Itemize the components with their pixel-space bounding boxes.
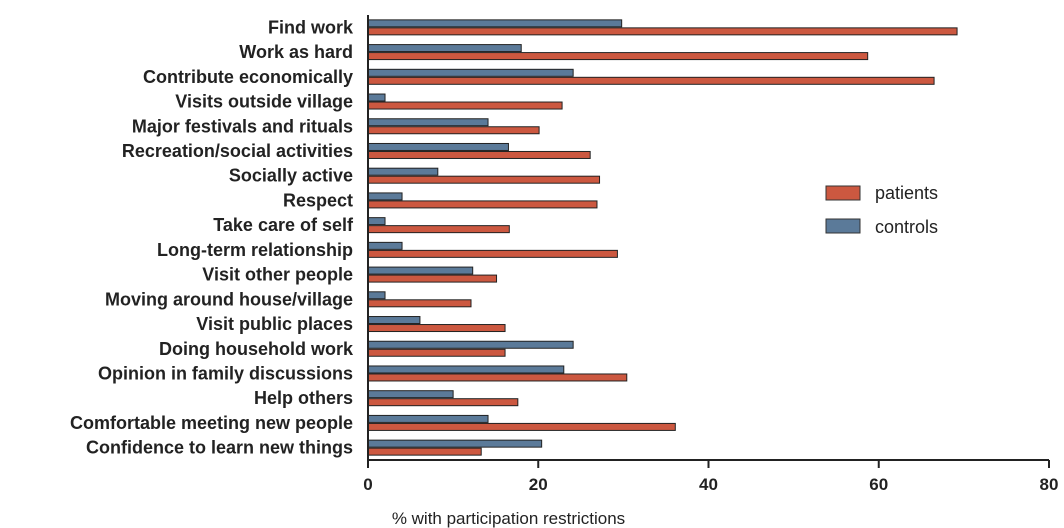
legend-label-patients: patients bbox=[875, 183, 938, 203]
bar-controls bbox=[367, 316, 421, 325]
bar-controls bbox=[367, 266, 474, 275]
x-axis-title: % with participation restrictions bbox=[392, 509, 625, 528]
bar-controls bbox=[367, 365, 565, 374]
x-axis-ticks: 0 20 40 60 80 bbox=[363, 460, 1058, 494]
x-tick-label: 40 bbox=[699, 475, 718, 494]
bar-patients bbox=[367, 299, 472, 308]
bar-controls bbox=[367, 439, 543, 448]
category-label: Work as hard bbox=[239, 42, 353, 62]
bar-patients bbox=[367, 200, 598, 209]
bar-patients bbox=[367, 52, 869, 61]
bar-controls bbox=[367, 414, 489, 423]
category-label: Long-term relationship bbox=[157, 240, 353, 260]
bar-controls bbox=[367, 19, 623, 28]
category-label: Recreation/social activities bbox=[122, 141, 353, 161]
category-label: Major festivals and rituals bbox=[132, 116, 353, 136]
category-label: Find work bbox=[268, 17, 354, 37]
bar-controls bbox=[367, 217, 386, 226]
legend-swatch-patients bbox=[825, 185, 861, 201]
bar-controls bbox=[367, 93, 386, 102]
bar-patients bbox=[367, 324, 506, 333]
bar-patients bbox=[367, 398, 519, 407]
bar-controls bbox=[367, 44, 522, 53]
category-label: Take care of self bbox=[213, 215, 354, 235]
bar-patients bbox=[367, 101, 563, 110]
bar-patients bbox=[367, 373, 628, 382]
bar-controls bbox=[367, 192, 403, 201]
category-label: Socially active bbox=[229, 166, 353, 186]
bar-patients bbox=[367, 249, 618, 258]
bar-controls bbox=[367, 340, 574, 349]
category-label: Comfortable meeting new people bbox=[70, 413, 353, 433]
bar-controls bbox=[367, 68, 574, 77]
category-label: Opinion in family discussions bbox=[98, 363, 353, 383]
bar-controls bbox=[367, 241, 403, 250]
bar-patients bbox=[367, 447, 482, 456]
bar-controls bbox=[367, 142, 509, 151]
legend-label-controls: controls bbox=[875, 217, 938, 237]
legend-swatch-controls bbox=[825, 218, 861, 234]
bar-controls bbox=[367, 167, 439, 176]
x-tick-label: 0 bbox=[363, 475, 372, 494]
bars bbox=[367, 19, 958, 456]
category-label: Confidence to learn new things bbox=[86, 438, 353, 458]
category-label: Visit other people bbox=[202, 265, 353, 285]
category-label: Doing household work bbox=[159, 339, 354, 359]
bar-controls bbox=[367, 118, 489, 127]
bar-patients bbox=[367, 126, 540, 135]
bar-patients bbox=[367, 150, 591, 159]
x-tick-label: 60 bbox=[869, 475, 888, 494]
legend: patients controls bbox=[825, 183, 938, 237]
bar-patients bbox=[367, 27, 958, 36]
bar-patients bbox=[367, 225, 510, 234]
bar-patients bbox=[367, 422, 676, 431]
bar-patients bbox=[367, 76, 935, 85]
category-label: Visit public places bbox=[196, 314, 353, 334]
category-label: Visits outside village bbox=[175, 92, 353, 112]
bar-controls bbox=[367, 291, 386, 300]
category-labels: Find work Work as hard Contribute economic… bbox=[70, 17, 354, 457]
category-label: Respect bbox=[283, 190, 353, 210]
category-label: Contribute economically bbox=[143, 67, 353, 87]
category-label: Help others bbox=[254, 388, 353, 408]
category-label: Moving around house/village bbox=[105, 289, 353, 309]
bar-patients bbox=[367, 175, 601, 184]
bar-patients bbox=[367, 348, 506, 357]
x-tick-label: 20 bbox=[529, 475, 548, 494]
x-tick-label: 80 bbox=[1040, 475, 1059, 494]
bar-controls bbox=[367, 390, 454, 399]
bar-patients bbox=[367, 274, 498, 283]
